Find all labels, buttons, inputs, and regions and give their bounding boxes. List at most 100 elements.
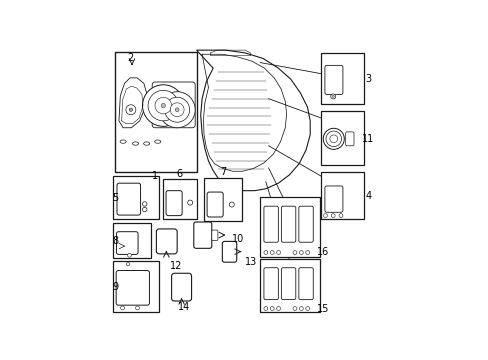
Bar — [300, 213, 311, 221]
Circle shape — [187, 200, 192, 205]
Circle shape — [276, 307, 280, 310]
FancyBboxPatch shape — [166, 191, 182, 216]
Circle shape — [299, 251, 303, 255]
Circle shape — [264, 251, 267, 255]
Circle shape — [270, 251, 274, 255]
FancyBboxPatch shape — [298, 206, 313, 242]
Ellipse shape — [143, 142, 149, 145]
Bar — [282, 291, 294, 297]
Circle shape — [330, 214, 334, 217]
Bar — [113, 176, 159, 219]
Text: 11: 11 — [362, 134, 374, 144]
Circle shape — [270, 307, 274, 310]
Bar — [330, 68, 333, 74]
Circle shape — [121, 306, 124, 310]
Polygon shape — [196, 50, 309, 191]
FancyBboxPatch shape — [324, 186, 342, 212]
FancyBboxPatch shape — [116, 232, 138, 255]
Text: 9: 9 — [112, 282, 118, 292]
Text: 16: 16 — [316, 247, 328, 257]
Bar — [128, 206, 135, 212]
Bar — [174, 278, 188, 298]
Circle shape — [155, 97, 171, 114]
Bar — [282, 283, 294, 289]
Circle shape — [164, 97, 189, 122]
Circle shape — [135, 306, 139, 310]
Circle shape — [142, 202, 146, 206]
Bar — [224, 246, 234, 259]
FancyBboxPatch shape — [193, 222, 211, 248]
Circle shape — [148, 90, 178, 121]
Bar — [260, 260, 319, 312]
Circle shape — [299, 307, 303, 310]
Circle shape — [331, 95, 334, 98]
Bar — [282, 274, 294, 281]
Circle shape — [264, 307, 267, 310]
Bar — [321, 172, 364, 219]
Text: 1: 1 — [152, 171, 158, 181]
FancyBboxPatch shape — [298, 268, 313, 300]
Bar — [300, 283, 311, 289]
Bar — [115, 51, 196, 172]
Polygon shape — [119, 78, 146, 128]
Bar — [119, 198, 126, 204]
Text: 14: 14 — [178, 302, 190, 312]
Bar — [265, 213, 276, 221]
Bar — [139, 281, 147, 302]
FancyBboxPatch shape — [281, 268, 295, 300]
Bar — [118, 281, 127, 302]
Bar — [129, 281, 138, 302]
Circle shape — [330, 94, 335, 99]
Circle shape — [305, 307, 309, 310]
Circle shape — [161, 103, 165, 108]
Bar — [300, 291, 311, 297]
Bar — [326, 202, 340, 210]
Circle shape — [126, 262, 129, 266]
Text: 3: 3 — [365, 74, 371, 84]
Bar — [163, 179, 196, 219]
Bar — [119, 189, 126, 195]
FancyBboxPatch shape — [116, 270, 149, 305]
Bar — [300, 222, 311, 230]
FancyBboxPatch shape — [156, 229, 177, 254]
Circle shape — [292, 251, 296, 255]
Bar — [265, 283, 276, 289]
Bar — [158, 233, 173, 251]
Circle shape — [142, 85, 183, 126]
Bar — [128, 198, 135, 204]
Bar — [282, 213, 294, 221]
Bar — [325, 68, 329, 74]
Text: 10: 10 — [231, 234, 244, 244]
Bar — [260, 197, 319, 257]
Bar — [265, 274, 276, 281]
Ellipse shape — [120, 140, 126, 143]
Circle shape — [142, 207, 146, 212]
FancyBboxPatch shape — [281, 206, 295, 242]
Circle shape — [338, 214, 342, 217]
Circle shape — [229, 202, 234, 207]
Bar — [282, 232, 294, 240]
FancyBboxPatch shape — [222, 242, 236, 262]
FancyBboxPatch shape — [207, 192, 223, 217]
FancyBboxPatch shape — [171, 273, 191, 301]
Bar — [119, 237, 136, 251]
FancyBboxPatch shape — [211, 230, 218, 240]
Text: 7: 7 — [219, 167, 225, 177]
Bar — [209, 207, 221, 214]
Bar — [128, 189, 135, 195]
Bar — [300, 232, 311, 240]
Bar — [300, 274, 311, 281]
Text: 13: 13 — [244, 257, 256, 267]
Circle shape — [276, 251, 280, 255]
Bar — [119, 206, 126, 212]
Bar — [321, 111, 364, 165]
Bar — [265, 291, 276, 297]
Bar — [265, 232, 276, 240]
Text: 8: 8 — [112, 235, 118, 246]
Circle shape — [292, 307, 296, 310]
Circle shape — [159, 92, 195, 128]
FancyBboxPatch shape — [264, 268, 278, 300]
Bar — [113, 261, 159, 312]
Circle shape — [323, 128, 344, 149]
Bar — [204, 177, 241, 221]
